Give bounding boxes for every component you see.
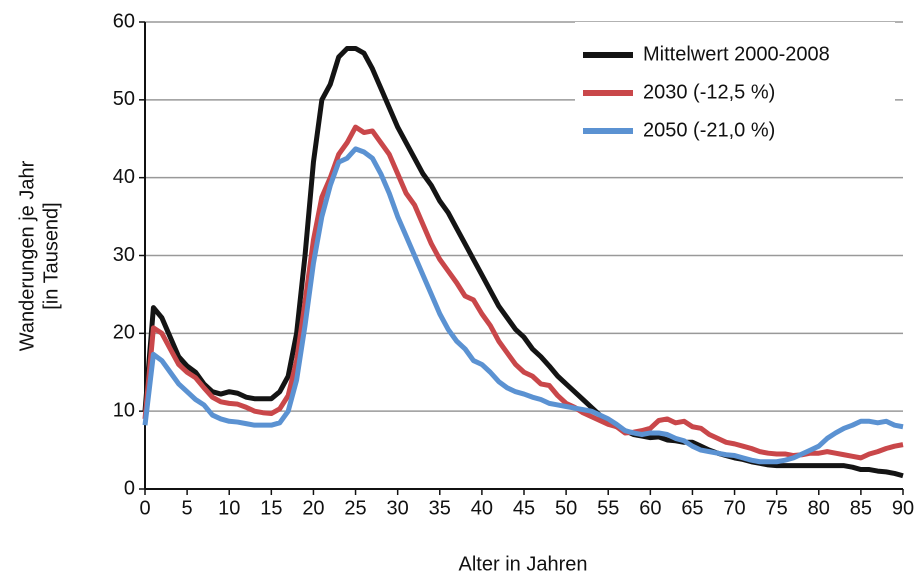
x-tick-label: 15 [260, 497, 282, 519]
legend-label: 2050 (-21,0 %) [643, 119, 775, 141]
x-tick-label: 70 [723, 497, 745, 519]
y-axis-label: [in Tausend] [40, 202, 62, 310]
x-tick-label: 50 [555, 497, 577, 519]
line-series [142, 45, 904, 479]
x-tick-label: 10 [218, 497, 240, 519]
x-axis-label: Alter in Jahren [459, 553, 588, 575]
y-tick-label: 0 [124, 477, 135, 499]
x-tick-label: 0 [139, 497, 150, 519]
x-tick-label: 35 [429, 497, 451, 519]
x-tick-label: 25 [344, 497, 366, 519]
y-tick-label: 30 [113, 244, 135, 266]
legend-label: Mittelwert 2000-2008 [643, 43, 830, 65]
x-tick-label: 40 [471, 497, 493, 519]
legend-label: 2030 (-12,5 %) [643, 81, 775, 103]
y-tick-label: 50 [113, 88, 135, 110]
x-tick-label: 55 [597, 497, 619, 519]
x-tick-label: 30 [387, 497, 409, 519]
y-tick-label: 40 [113, 166, 135, 188]
legend: Mittelwert 2000-2008 2030 (-12,5 %) 2050 (… [575, 22, 895, 148]
y-axis-label: Wanderungen je Jahr [16, 160, 38, 351]
x-tick-label: 65 [681, 497, 703, 519]
y-tick-label: 10 [113, 399, 135, 421]
x-tick-label: 5 [182, 497, 193, 519]
y-tick-label: 60 [113, 10, 135, 32]
x-tick-label: 85 [850, 497, 872, 519]
x-tick-label: 45 [513, 497, 535, 519]
x-tick-label: 75 [766, 497, 788, 519]
y-tick-label: 20 [113, 322, 135, 344]
x-tick-label: 20 [302, 497, 324, 519]
x-tick-label: 80 [808, 497, 830, 519]
x-tick-label: 90 [892, 497, 914, 519]
x-tick-label: 60 [639, 497, 661, 519]
legend-background [575, 22, 895, 148]
line-series [142, 124, 904, 461]
line-series [142, 146, 904, 465]
